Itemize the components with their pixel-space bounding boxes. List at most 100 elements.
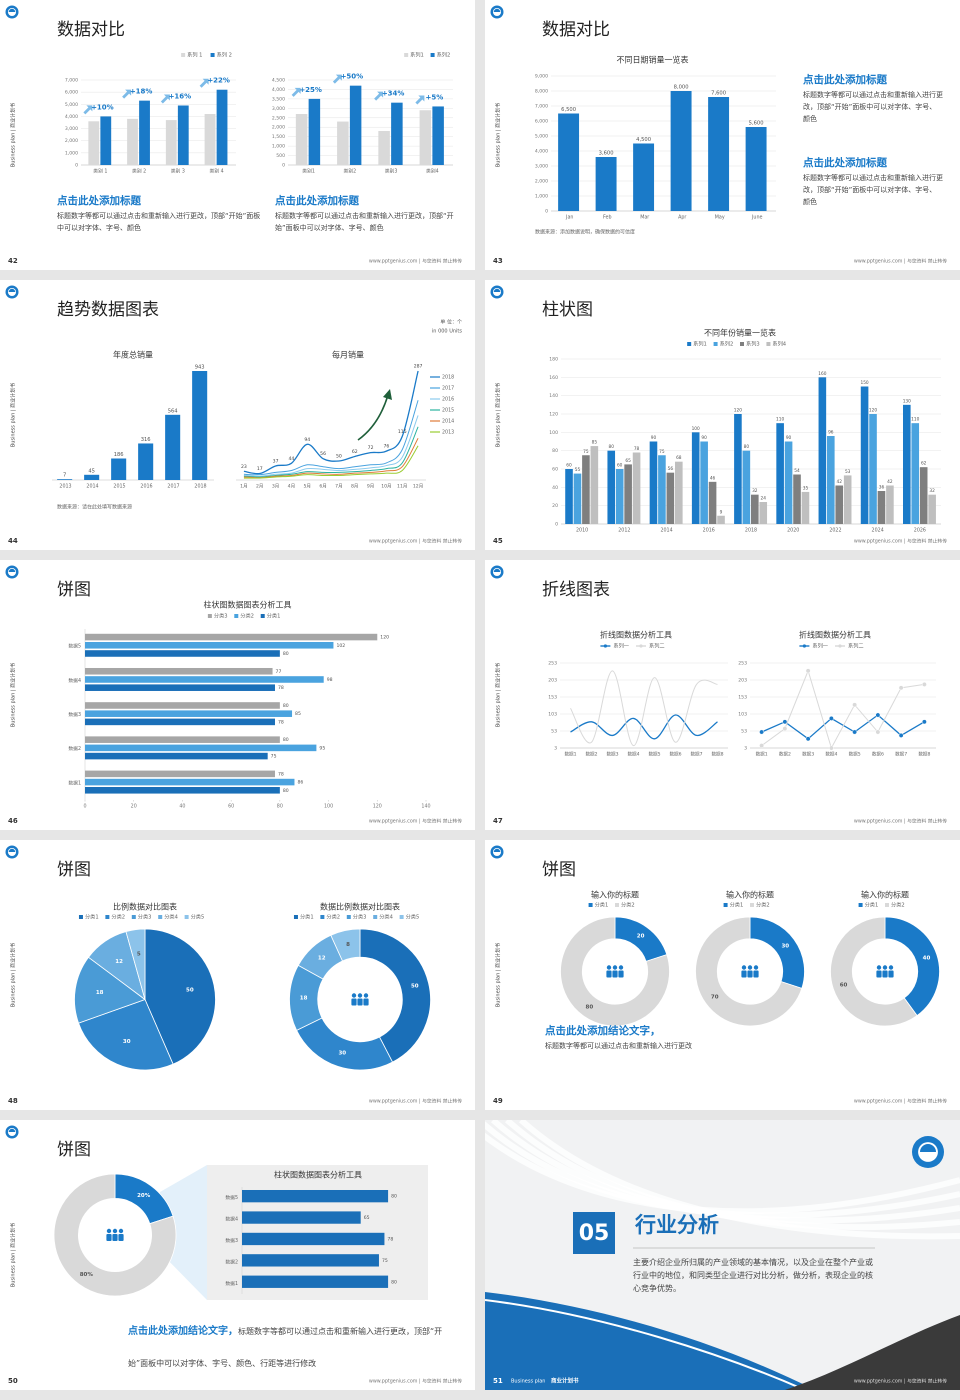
bar — [632, 452, 641, 524]
value-label: 76 — [383, 444, 389, 450]
legend-swatch — [210, 53, 215, 57]
chart-title: 数据比例数据对比图表 — [320, 902, 400, 912]
y-tick-label: 4,500 — [272, 78, 285, 84]
icon — [118, 1228, 124, 1234]
slide-canvas: 数据对比 Business plan | 商业计划书 43 www.pptgenius… — [490, 5, 947, 265]
text-block: 点击此处添加标题 标题数字等都可以通过点击和重新输入进行更改，顶部“开始”面板中可… — [803, 72, 943, 126]
x-tick-label: 数据3 — [606, 751, 618, 758]
logo — [8, 288, 16, 292]
x-tick-label: 数据2 — [779, 751, 791, 758]
value-label: 78 — [278, 771, 284, 777]
y-tick-label: 数据5 — [225, 1194, 238, 1201]
y-tick-label: 153 — [738, 695, 747, 701]
slice — [74, 956, 146, 1024]
value-label: 100 — [692, 426, 700, 432]
side-label: Business plan | 商业计划书 — [10, 1223, 17, 1287]
unit-label: 单 位：个 — [440, 319, 462, 326]
legend-swatch — [234, 614, 239, 618]
value-label: 7,600 — [711, 91, 726, 97]
x-tick-label: 类别 1 — [93, 168, 107, 175]
x-tick-label: 140 — [421, 804, 430, 810]
slide: 05 行业分析 51 Business plan 商业计划书 www.pptgenius.… — [485, 1120, 960, 1390]
x-tick-label: Mar — [640, 215, 649, 221]
bar — [378, 131, 390, 165]
x-tick-label: 2月 — [256, 484, 264, 490]
text-body: 标题数字等都可以通过点击和重新输入进行更改，顶部“开始”面板中可以对字体、字号、… — [57, 212, 261, 232]
value-label: 60 — [617, 463, 623, 469]
x-tick-label: 5月 — [303, 484, 311, 490]
slide-title: 数据对比 — [542, 20, 610, 40]
value-label: 30 — [781, 943, 789, 949]
bar — [590, 446, 599, 524]
bar — [784, 441, 793, 524]
icon — [618, 965, 624, 970]
bar — [558, 113, 580, 211]
logo — [920, 1144, 936, 1152]
legend-label: 分类2 — [240, 612, 254, 620]
marker — [759, 729, 765, 735]
legend-label: 系列二 — [649, 642, 665, 650]
legend-swatch — [184, 915, 189, 919]
text-body: 标题数字等都可以通过点击和重新输入进行更改，顶部“开始”面板中可以对字体、字号、… — [803, 91, 943, 123]
legend-label: 2016 — [442, 397, 454, 403]
value-label: 186 — [114, 452, 124, 458]
bar — [85, 744, 317, 752]
value-label: 80 — [283, 788, 289, 794]
bar — [633, 143, 655, 211]
source-note: 数据来源：添加数据说明，确保数据的可信度 — [535, 229, 635, 236]
value-label: 54 — [794, 468, 800, 474]
legend-swatch — [404, 53, 409, 57]
icon — [741, 965, 747, 970]
chart-title: 不同日期销量一览表 — [617, 55, 689, 65]
bar — [85, 752, 268, 760]
value-label: 78 — [278, 719, 284, 725]
text-block: 点击此处添加标题 标题数字等都可以通过点击和重新输入进行更改，顶部“开始”面板中可… — [275, 193, 465, 235]
legend-label: 分类4 — [379, 913, 393, 921]
marker — [782, 719, 788, 725]
y-tick-label: 203 — [548, 678, 557, 684]
bar — [860, 386, 869, 524]
marker — [875, 712, 881, 718]
slide-canvas: 趋势数据图表 Business plan | 商业计划书 44 www.pptgeni… — [5, 285, 462, 545]
bar — [242, 1254, 379, 1267]
y-tick-label: 103 — [738, 712, 747, 718]
chart-title: 柱状图数据图表分析工具 — [204, 600, 292, 610]
value-label: 316 — [141, 437, 151, 443]
y-tick-label: 0 — [555, 522, 558, 528]
y-tick-label: 数据4 — [68, 677, 81, 684]
text-heading: 点击此处添加标题 — [57, 195, 141, 207]
chart-title: 年度总销量 — [113, 350, 153, 360]
y-tick-label: 1,000 — [272, 144, 285, 150]
legend-swatch — [158, 915, 163, 919]
slice — [53, 1173, 177, 1297]
value-label: 20% — [137, 1193, 151, 1199]
y-tick-label: 数据3 — [68, 711, 81, 718]
y-tick-label: 7,000 — [65, 78, 78, 84]
legend-label: 2018 — [442, 375, 454, 381]
slide: 饼图 Business plan | 商业计划书 48 www.pptgenius.c… — [0, 840, 475, 1110]
value-label: 6,500 — [561, 107, 576, 113]
side-label: Business plan | 商业计划书 — [495, 663, 502, 727]
slide: 饼图 Business plan | 商业计划书 50 www.pptgenius.c… — [0, 1120, 475, 1390]
bar — [192, 371, 208, 480]
y-tick-label: 160 — [549, 375, 558, 381]
bar — [432, 106, 444, 165]
legend-swatch — [603, 644, 607, 648]
legend-label: 分类4 — [164, 913, 178, 921]
slice — [830, 916, 918, 1027]
value-label: 287 — [414, 364, 423, 370]
bar — [85, 710, 293, 717]
y-tick-label: 数据5 — [68, 643, 81, 650]
y-tick-label: 100 — [549, 430, 558, 436]
line — [570, 670, 718, 747]
x-tick-label: 60 — [228, 804, 234, 810]
value-label: 85 — [295, 711, 301, 717]
page-number: 51 — [493, 1377, 503, 1385]
icon — [118, 1234, 124, 1241]
legend-swatch — [346, 915, 351, 919]
value-label: 44 — [288, 456, 294, 462]
y-tick-label: 80 — [552, 448, 558, 454]
bar — [85, 787, 280, 794]
footer: www.pptgenius.com | 与您资料 禁止转传 — [854, 538, 947, 545]
slide-title: 饼图 — [57, 1140, 91, 1160]
